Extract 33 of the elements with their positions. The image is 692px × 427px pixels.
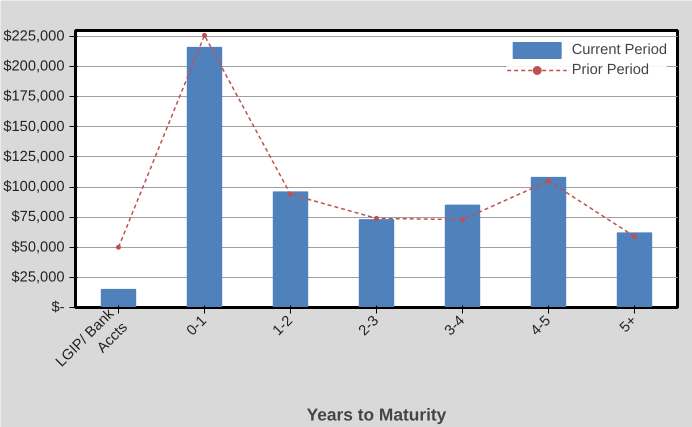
x-tick-label: 2-3 — [356, 312, 382, 340]
bar — [358, 219, 394, 308]
y-tick-label: $200,000 — [3, 58, 65, 75]
x-tick-label: 3-4 — [442, 312, 468, 340]
point — [632, 234, 637, 239]
bar — [272, 191, 308, 308]
x-tick-label: 4-5 — [528, 312, 554, 340]
bar — [444, 204, 480, 308]
y-tick-label: $100,000 — [3, 179, 65, 196]
y-tick-label: $175,000 — [3, 88, 65, 105]
point — [374, 216, 379, 221]
y-tick-label: $125,000 — [3, 148, 65, 165]
x-axis-title: Years to Maturity — [306, 404, 447, 424]
y-tick-label: $- — [51, 300, 65, 316]
bar — [616, 232, 652, 308]
bar — [100, 288, 136, 308]
point — [460, 217, 465, 222]
y-tick-label: $25,000 — [12, 269, 65, 286]
bar — [186, 46, 222, 308]
y-tick-label: $225,000 — [3, 28, 65, 45]
y-tick-label: $150,000 — [3, 118, 65, 135]
x-tick-label: 1-2 — [270, 312, 296, 340]
point — [546, 178, 551, 184]
y-tick-label: $75,000 — [12, 209, 65, 226]
y-tick-label: $50,000 — [12, 239, 65, 256]
bar — [530, 176, 566, 308]
point — [202, 32, 207, 38]
point — [288, 192, 293, 197]
point — [116, 244, 121, 250]
legend-label: Prior Period — [572, 62, 650, 78]
legend-label: Current Period — [572, 42, 667, 58]
x-tick-label: 0-1 — [184, 312, 210, 340]
x-tick-label: 5+ — [617, 312, 640, 336]
